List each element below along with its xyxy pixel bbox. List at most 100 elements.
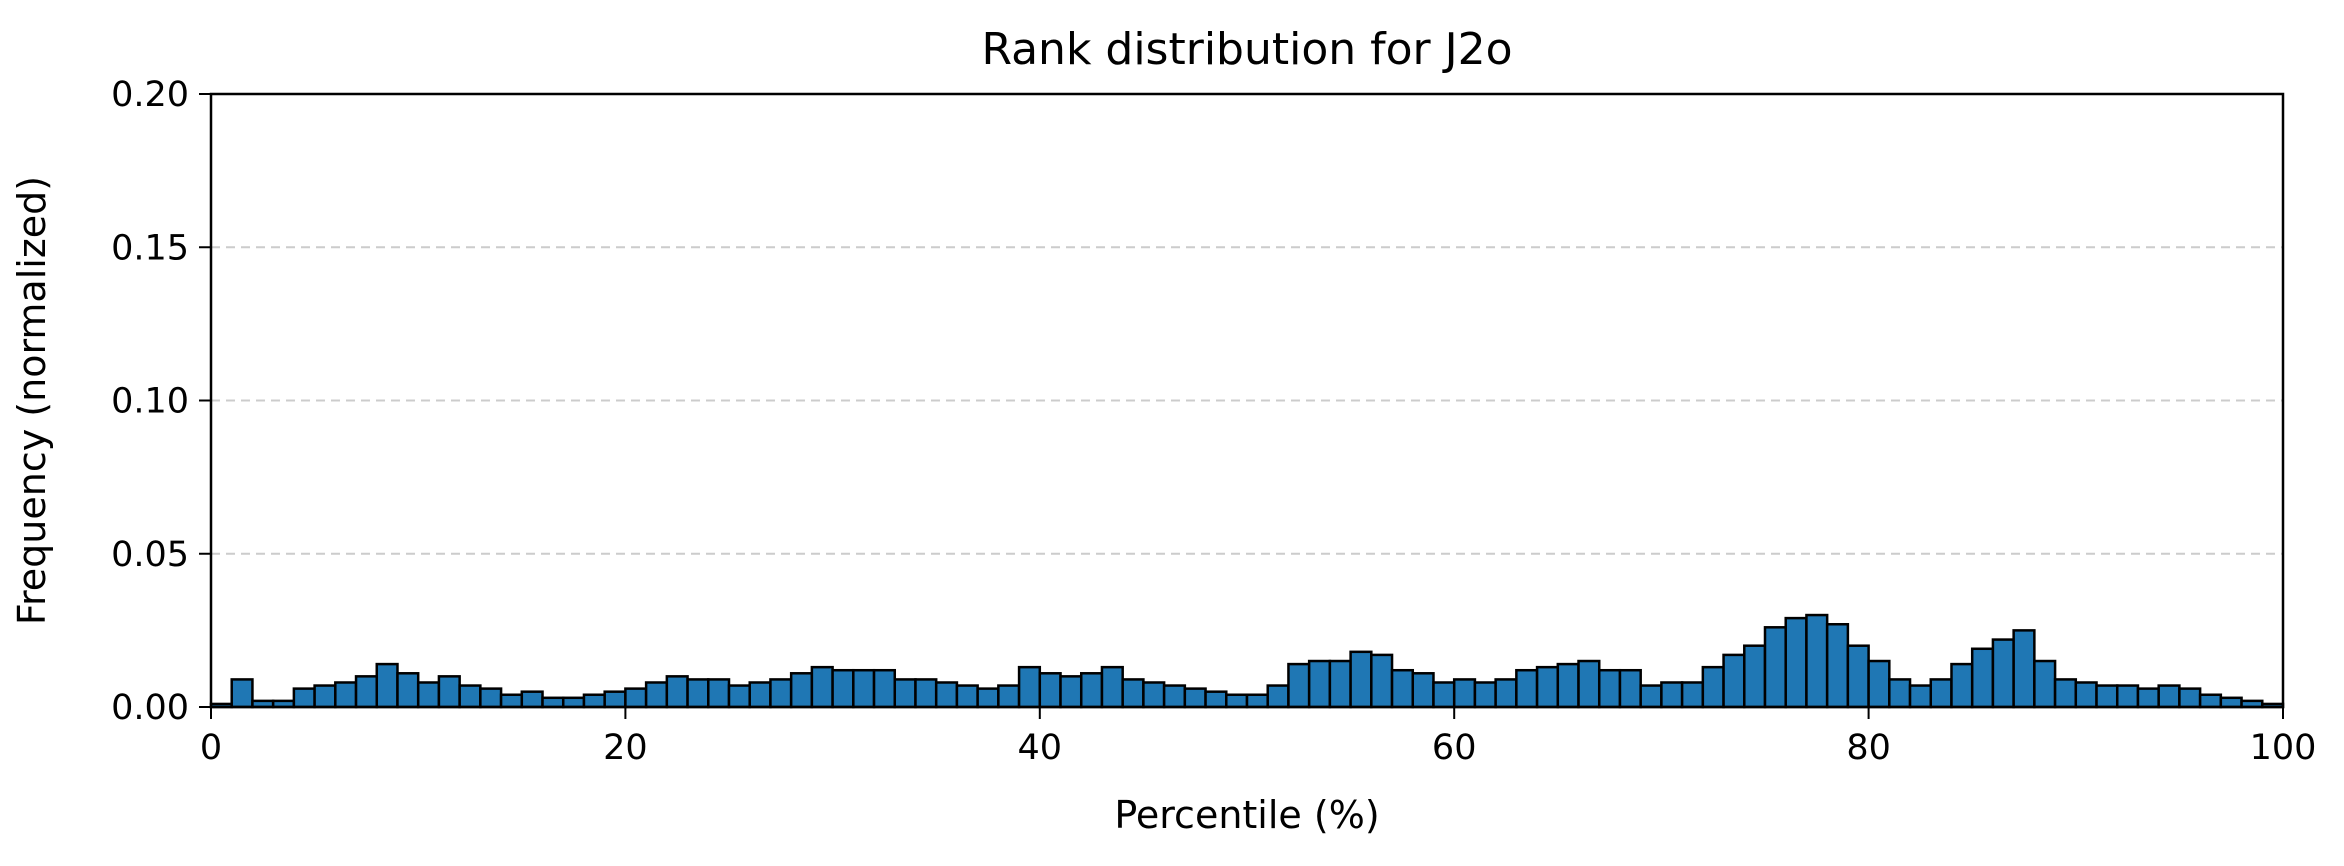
histogram-bar — [1079, 672, 1104, 709]
x-tick-label: 100 — [2250, 728, 2317, 768]
histogram-bar — [1245, 693, 1269, 709]
histogram-bar — [458, 684, 482, 709]
histogram-bar — [1805, 613, 1829, 709]
histogram-bar — [1680, 681, 1705, 709]
histogram-bar — [707, 678, 731, 709]
histogram-bar — [2219, 696, 2243, 709]
histogram-bar — [1950, 662, 1974, 709]
histogram-bar — [1287, 662, 1311, 709]
histogram-bar — [1908, 684, 1933, 709]
histogram-bar — [748, 681, 772, 709]
y-tick-label: 0.00 — [111, 688, 189, 728]
histogram-bar — [1784, 616, 1808, 709]
histogram-bar — [1825, 622, 1850, 709]
y-tick-label: 0.10 — [111, 382, 189, 422]
histogram-bar — [2157, 684, 2181, 709]
histogram-bar — [727, 684, 751, 709]
y-axis-ticks: 0.00 0.05 0.10 0.15 0.20 — [111, 75, 211, 728]
histogram-bar — [893, 678, 917, 709]
histogram-bar — [541, 696, 565, 709]
histogram-bar — [1142, 681, 1166, 709]
x-tick-label: 40 — [1018, 728, 1063, 768]
histogram-bar — [2033, 659, 2057, 709]
histogram-bar — [1390, 668, 1415, 709]
histogram-bar — [1535, 665, 1560, 709]
histogram-bar — [1597, 668, 1622, 709]
y-gridlines — [211, 246, 2283, 555]
histogram-bar — [396, 672, 420, 709]
histogram-bar — [313, 684, 337, 709]
histogram-bar — [1162, 684, 1187, 709]
histogram-bar — [1307, 659, 1332, 709]
histogram-bar — [1121, 678, 1145, 709]
histogram-bar — [872, 668, 897, 709]
histogram-bar — [2053, 678, 2078, 709]
histogram-bar — [292, 687, 316, 709]
histogram-bar — [1452, 678, 1477, 709]
histogram-bar — [769, 678, 793, 709]
histogram-bar — [582, 693, 606, 709]
histogram-bar — [1100, 665, 1124, 709]
histogram-bar — [997, 684, 1021, 709]
histogram-bar — [1017, 665, 1042, 709]
histogram-bar — [2198, 693, 2223, 709]
histogram-bar — [1473, 681, 1497, 709]
chart-title: Rank distribution for J2o — [981, 24, 1512, 75]
histogram-bar — [686, 678, 710, 709]
histogram-bar — [1059, 675, 1083, 709]
histogram-bar — [1411, 672, 1435, 709]
histogram-bar — [2115, 684, 2140, 709]
histogram-bar — [1349, 650, 1373, 709]
histogram-bar — [1639, 684, 1663, 709]
histogram-bar — [1432, 681, 1456, 709]
histogram-bar — [1701, 665, 1725, 709]
histogram-bar — [976, 687, 1000, 709]
histogram-bar — [644, 681, 669, 709]
y-tick-label: 0.15 — [111, 228, 189, 268]
histogram-bar — [624, 687, 648, 709]
histogram-bar — [1577, 659, 1601, 709]
histogram-bar — [1970, 647, 1995, 709]
histogram-bar — [375, 662, 399, 709]
histogram-bar — [1929, 678, 1953, 709]
x-tick-label: 60 — [1432, 728, 1477, 768]
histogram-bar — [955, 684, 979, 709]
histogram-bar — [437, 675, 461, 709]
histogram-bar — [1515, 668, 1539, 709]
histogram-bar — [1494, 678, 1518, 709]
histogram-bar — [1722, 653, 1746, 709]
histogram-bar — [561, 696, 586, 709]
histogram-bar — [334, 681, 358, 709]
y-tick-label: 0.05 — [111, 535, 189, 575]
histogram-bar — [354, 675, 379, 709]
histogram-bar — [2074, 681, 2098, 709]
histogram-bar — [1660, 681, 1684, 709]
histogram-bar — [934, 681, 959, 709]
histogram-bar — [1763, 626, 1787, 709]
histogram-bar — [1618, 668, 1642, 709]
y-tick-label: 0.20 — [111, 75, 189, 115]
histogram-bar — [852, 668, 876, 709]
histogram-bar — [479, 687, 503, 709]
histogram-bar — [810, 665, 834, 709]
histogram-bar — [789, 672, 814, 709]
histogram-bar — [2095, 684, 2119, 709]
x-tick-label: 80 — [1846, 728, 1891, 768]
histogram-bar — [1991, 638, 2015, 709]
histogram-bar — [520, 690, 544, 709]
y-axis-label: Frequency (normalized) — [10, 176, 54, 625]
histogram-bar — [1225, 693, 1249, 709]
histogram-bar — [1743, 644, 1767, 709]
histogram-bar — [1370, 653, 1394, 709]
x-axis-label: Percentile (%) — [1114, 793, 1379, 837]
histogram-bar — [1328, 659, 1352, 709]
histogram-bar — [1846, 644, 1870, 709]
histogram-bar — [416, 681, 441, 709]
histogram-bar — [1867, 659, 1891, 709]
histogram-bar — [1183, 687, 1207, 709]
x-tick-label: 20 — [603, 728, 648, 768]
histogram-bar — [1204, 690, 1228, 709]
histogram-bar — [499, 693, 524, 709]
histogram-bar — [1556, 662, 1580, 709]
